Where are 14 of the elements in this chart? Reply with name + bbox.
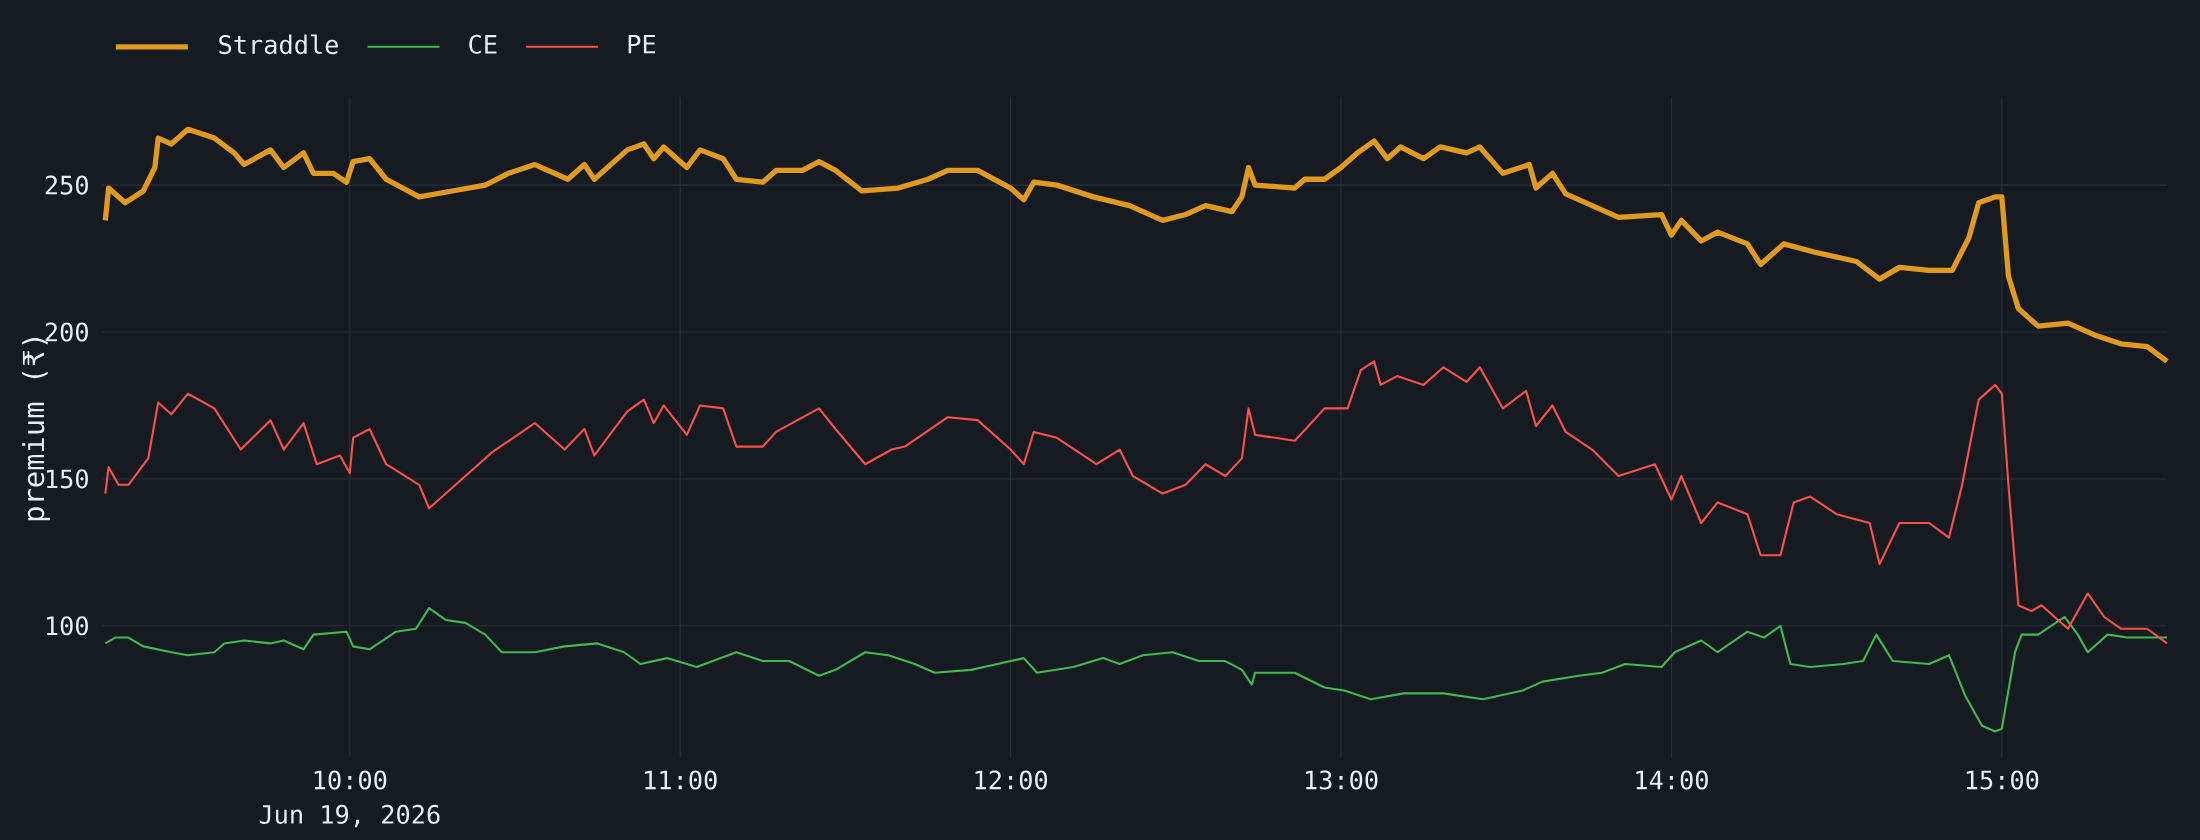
x-tick-label: 10:00: [314, 770, 387, 790]
y-tick-label: 250: [45, 175, 88, 195]
line-series: [104, 360, 2169, 645]
x-tick-label: 15:00: [1966, 770, 2039, 790]
y-tick-label: 100: [46, 616, 88, 636]
legend-label: PE: [628, 34, 656, 54]
x-tick-label: 13:00: [1305, 770, 1378, 790]
x-tick-label: 14:00: [1636, 770, 1708, 790]
line-series: [104, 607, 2169, 733]
x-tick-label: 12:00: [975, 770, 1048, 790]
legend-label: CE: [469, 34, 497, 54]
text: Jun 19, 2026: [259, 804, 440, 828]
x-tick-label: 11:00: [645, 770, 717, 790]
legend-label: Straddle: [219, 34, 338, 55]
